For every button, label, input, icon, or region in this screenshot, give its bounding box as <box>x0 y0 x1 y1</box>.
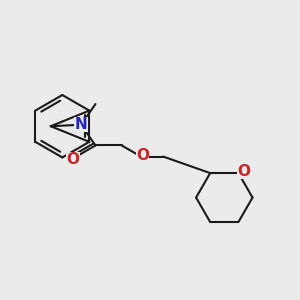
Text: O: O <box>66 152 80 167</box>
Text: O: O <box>136 148 149 163</box>
Text: N: N <box>75 117 87 132</box>
Text: O: O <box>237 164 250 179</box>
